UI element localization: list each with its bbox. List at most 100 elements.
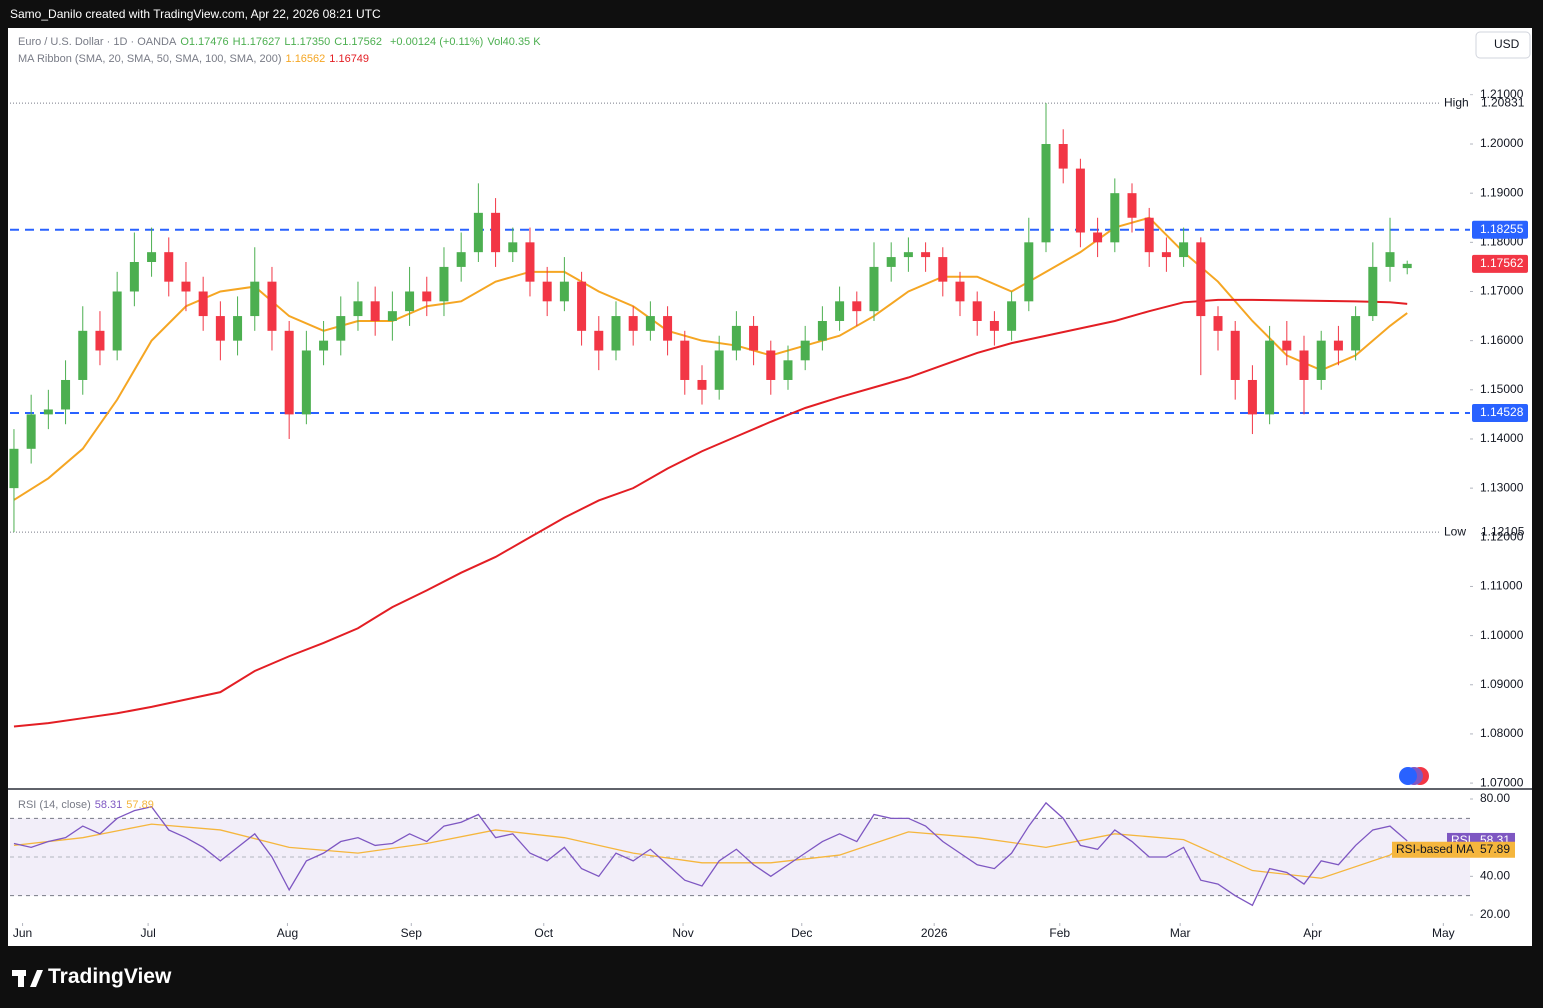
extreme-badge xyxy=(1440,95,1473,112)
candle-body xyxy=(1110,193,1120,243)
rsi-ma-value: 57.89 xyxy=(126,799,154,811)
ribbon-title: MA Ribbon (SMA, 20, SMA, 50, SMA, 100, S… xyxy=(18,53,282,65)
candle-body xyxy=(525,242,535,282)
candle-body xyxy=(680,340,690,380)
ohlc-value: L1.17350 xyxy=(284,36,331,48)
candle-body xyxy=(61,379,71,410)
rsi-tick-label: 20.00 xyxy=(1480,907,1510,921)
ribbon-value: 1.16749 xyxy=(329,53,370,65)
candle-body xyxy=(1230,330,1240,380)
candle-body xyxy=(714,350,724,390)
currency-button[interactable] xyxy=(1475,31,1531,59)
rsi-line xyxy=(13,801,1408,907)
candle-body xyxy=(869,266,879,312)
candle-body xyxy=(215,316,225,341)
y-tick-label: 1.13000 xyxy=(1480,480,1524,494)
indicator-icons xyxy=(1399,767,1429,785)
change: +0.00124 (+0.11%) xyxy=(389,36,484,48)
y-tick-label: 1.07000 xyxy=(1480,775,1524,789)
symbol: Euro / U.S. Dollar · 1D · OANDA xyxy=(18,36,177,48)
x-tick-label: Apr xyxy=(1303,926,1322,940)
candle-body xyxy=(1144,217,1154,253)
rsi-tick-label: 40.00 xyxy=(1480,869,1510,883)
candle-body xyxy=(1247,379,1257,415)
candle-body xyxy=(559,281,569,302)
candle-body xyxy=(886,257,896,267)
candle-body xyxy=(749,325,759,351)
y-tick-label: 1.14000 xyxy=(1480,431,1524,445)
candle-body xyxy=(766,350,776,380)
candle-body xyxy=(1058,144,1068,169)
candle-body xyxy=(1385,252,1395,267)
x-tick-label: 2026 xyxy=(921,926,948,940)
extreme-name: High xyxy=(1444,95,1469,109)
logo-mark xyxy=(12,970,43,987)
candle-body xyxy=(181,281,191,292)
y-tick-label: 1.08000 xyxy=(1480,726,1524,740)
y-tick-label: 1.17000 xyxy=(1480,284,1524,298)
candle-body xyxy=(319,340,329,351)
x-tick-label: Nov xyxy=(672,926,693,940)
line xyxy=(13,298,1408,728)
y-tick-label: 1.19000 xyxy=(1480,185,1524,199)
candle-body xyxy=(1213,316,1223,331)
candle-body xyxy=(43,409,53,415)
candle-body xyxy=(611,316,621,351)
rsi-tick-label: 80.00 xyxy=(1480,791,1510,805)
candle-body xyxy=(697,379,707,390)
x-tick-label: May xyxy=(1432,926,1455,940)
y-tick-label: 1.09000 xyxy=(1480,677,1524,691)
candle-body xyxy=(1282,340,1292,351)
candle-body xyxy=(731,325,741,351)
x-tick-label: Jul xyxy=(140,926,155,940)
candle-body xyxy=(370,301,380,321)
x-tick-label: Sep xyxy=(401,926,423,940)
candle-body xyxy=(1127,193,1137,218)
rsi-ma-badge-value: 57.89 xyxy=(1480,842,1510,856)
candle-body xyxy=(267,281,277,331)
y-tick-label: 1.10000 xyxy=(1480,628,1524,642)
candle-body xyxy=(1179,242,1189,258)
candle-body xyxy=(422,291,432,302)
line xyxy=(13,823,1408,879)
candle-body xyxy=(645,316,655,331)
y-tick-label: 1.12000 xyxy=(1480,529,1524,543)
candle-body xyxy=(542,281,552,302)
candle-body xyxy=(628,316,638,331)
rsi-header: RSI (14, close) 58.31 57.89 xyxy=(18,799,158,811)
extreme-value: 1.20831 xyxy=(1481,95,1525,109)
ohlc-value: H1.17627 xyxy=(232,36,281,48)
x-tick-label: Oct xyxy=(534,926,553,940)
candle-body xyxy=(1265,340,1275,415)
ribbon-value: 1.16562 xyxy=(285,53,326,65)
y-tick-label: 1.20000 xyxy=(1480,136,1524,150)
candle-body xyxy=(1093,232,1103,243)
candle-body xyxy=(1316,340,1326,380)
candle-body xyxy=(852,301,862,312)
x-tick-label: Feb xyxy=(1049,926,1070,940)
level-label: 1.18255 xyxy=(1480,222,1524,236)
extreme-name: Low xyxy=(1444,524,1466,538)
candle-body xyxy=(387,311,397,321)
candle-body xyxy=(405,291,415,312)
x-tick-label: Jun xyxy=(13,926,32,940)
candle-body xyxy=(577,281,587,331)
candle-body xyxy=(456,252,466,267)
candle-body xyxy=(783,360,793,380)
candle-body xyxy=(164,252,174,282)
ribbon-header: MA Ribbon (SMA, 20, SMA, 50, SMA, 100, S… xyxy=(18,53,373,65)
candle-body xyxy=(78,330,88,380)
candle-body xyxy=(491,212,501,253)
candle-body xyxy=(26,414,36,449)
candle-body xyxy=(284,330,294,415)
brand: TradingView xyxy=(48,965,172,988)
candle-body xyxy=(1075,168,1085,233)
candle-body xyxy=(903,252,913,258)
candle-body xyxy=(147,252,157,262)
candle-body xyxy=(1351,316,1361,351)
candle-body xyxy=(938,257,948,282)
candle-body xyxy=(1161,252,1171,258)
candle-body xyxy=(112,291,122,351)
